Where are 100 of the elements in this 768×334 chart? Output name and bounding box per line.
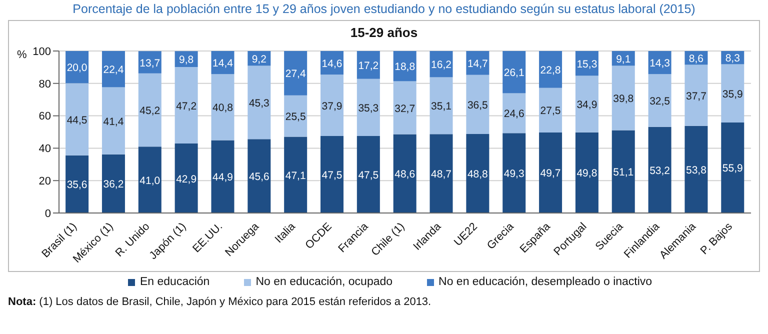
bar [138,73,162,147]
bar [66,83,89,156]
data-label: 55,9 [722,162,744,175]
bar [393,81,416,134]
data-label: 27,4 [285,68,306,80]
y-tick-label: 60 [38,110,51,123]
data-label: 32,5 [650,95,670,108]
legend-label: No en educación, ocupado [256,276,393,288]
bar [466,74,490,134]
bar [466,134,490,213]
bar [502,133,526,213]
data-label: 8,3 [725,52,740,65]
bar [430,77,453,134]
bar [721,64,744,122]
legend-label: En educación [140,276,210,288]
data-label: 14,7 [467,58,488,70]
bar [393,134,416,213]
bar [284,95,308,137]
data-label: 35,3 [358,102,379,114]
data-label: 44,5 [66,114,88,126]
data-label: 36,2 [103,178,124,191]
data-label: 47,1 [285,170,306,182]
bar [356,51,380,79]
bar [356,78,380,136]
bar [356,136,380,213]
data-label: 36,5 [467,99,488,112]
data-label: 37,9 [322,100,342,112]
data-label: 14,4 [212,58,234,70]
bar [684,64,708,126]
data-label: 45,3 [248,97,270,110]
bar [575,76,598,132]
data-label: 9,2 [252,53,267,66]
data-label: 41,0 [140,174,160,187]
data-label: 53,8 [686,164,707,176]
data-label: 16,2 [431,59,452,72]
data-label: 8,6 [688,52,704,65]
data-label: 53,2 [650,164,670,177]
bar [102,154,125,213]
data-label: 47,5 [322,170,342,182]
data-label: 48,7 [431,168,452,181]
data-label: 41,4 [103,116,124,128]
bar [502,93,526,134]
data-label: 22,4 [103,64,124,76]
data-label: 32,7 [394,102,416,115]
y-tick-label: 0 [44,208,51,220]
y-tick-label: 80 [38,78,51,90]
bar [612,130,635,213]
y-tick-label: 40 [38,143,51,156]
bar [66,155,89,213]
data-label: 24,6 [504,108,524,120]
bar [612,66,635,130]
bar [648,126,672,213]
data-label: 48,6 [394,168,416,181]
data-label: 42,9 [176,173,197,186]
bar [539,88,562,132]
data-label: 25,5 [285,111,306,124]
data-label: 35,6 [66,179,88,192]
bar [284,51,308,96]
data-label: 40,8 [212,102,234,114]
data-label: 9,8 [179,54,194,66]
legend-label: No en educación, desempleado o inactivo [438,276,652,288]
data-label: 39,8 [613,92,634,105]
bar [284,136,308,213]
text: Nota: (1) Los datos de Brasil, Chile, Japón y México para 2015 están referidos a 2013. [8,296,432,308]
data-label: 49,8 [576,168,598,180]
data-label: 37,7 [686,90,707,102]
data-label: 49,7 [540,168,561,180]
data-label: 20,0 [66,62,88,74]
bar [211,140,234,213]
data-label: 17,2 [358,60,379,72]
data-label: 18,8 [394,61,416,74]
bar [174,67,198,144]
data-label: 48,8 [467,168,488,180]
data-label: 13,7 [140,57,160,70]
bar [174,144,198,213]
data-label: 26,1 [504,67,524,80]
data-label: 14,6 [322,58,342,70]
bar [539,51,562,88]
bar [138,146,162,213]
data-label: 14,3 [650,58,670,70]
y-tick-label: 100 [32,46,51,58]
bar [248,66,271,140]
bar [211,74,234,140]
data-label: 45,2 [140,104,160,117]
bar [102,51,125,88]
bar [393,51,416,82]
bar [320,136,344,213]
data-label: 45,6 [248,171,270,184]
chart-subtitle: Porcentaje de la población entre 15 y 29 años joven estudiando y no estudiando según su estatus laboral (2015) [72,2,696,18]
data-label: 47,2 [176,100,197,112]
bar [430,134,453,213]
data-label: 35,9 [722,88,744,100]
data-label: 34,9 [576,99,598,112]
bar [575,132,598,213]
bar [502,51,526,94]
bar [102,87,125,154]
bar [721,122,744,213]
data-label: 47,5 [358,170,379,182]
bar [248,139,271,213]
data-label: 49,3 [504,168,524,180]
